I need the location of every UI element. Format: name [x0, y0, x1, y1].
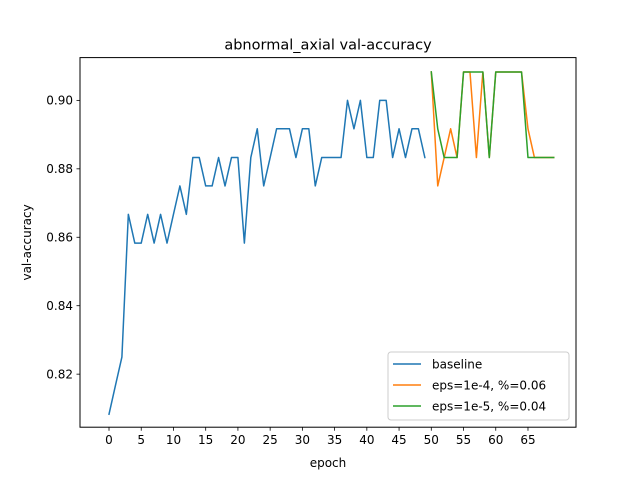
y-tick-label: 0.86 [46, 230, 73, 244]
legend-box [387, 351, 570, 421]
series-line-0 [108, 99, 426, 416]
y-tick-label: 0.84 [46, 299, 73, 313]
x-tick-label: 15 [198, 433, 213, 447]
legend-label-eps-1e-4: eps=1e-4, %=0.06 [432, 379, 546, 393]
y-tick-label: 0.82 [46, 367, 73, 381]
legend-label-baseline: baseline [432, 358, 482, 372]
x-tick-label: 20 [230, 433, 245, 447]
series-line-2 [430, 71, 555, 159]
plot-frame [79, 57, 577, 428]
y-tick-label: 0.88 [46, 162, 73, 176]
x-tick-label: 60 [488, 433, 503, 447]
x-axis: 0 5 10 15 20 25 30 35 40 45 50 55 60 65 [105, 427, 536, 447]
y-axis-label: val-accuracy [20, 204, 34, 280]
x-tick-label: 40 [359, 433, 374, 447]
x-tick-label: 0 [105, 433, 113, 447]
x-tick-label: 35 [327, 433, 342, 447]
legend-label-eps-1e-5: eps=1e-5, %=0.04 [432, 400, 546, 414]
y-tick-label: 0.90 [46, 94, 73, 108]
legend: baseline eps=1e-4, %=0.06 eps=1e-5, %=0.… [387, 351, 570, 421]
x-tick-label: 45 [391, 433, 406, 447]
x-tick-label: 5 [137, 433, 145, 447]
series-lines [108, 71, 555, 416]
x-tick-label: 50 [424, 433, 439, 447]
x-tick-label: 55 [456, 433, 471, 447]
x-tick-label: 30 [295, 433, 310, 447]
x-tick-label: 65 [520, 433, 535, 447]
y-axis: 0.82 0.84 0.86 0.88 0.90 [46, 94, 80, 381]
chart-title: abnormal_axial val-accuracy [224, 38, 432, 54]
x-tick-label: 25 [263, 433, 278, 447]
x-axis-label: epoch [310, 456, 347, 470]
x-tick-label: 10 [166, 433, 181, 447]
